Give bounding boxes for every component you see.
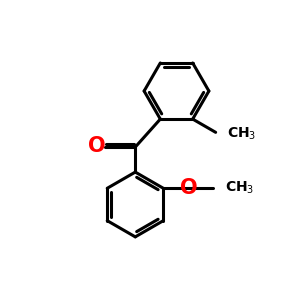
- Text: CH$_3$: CH$_3$: [227, 126, 256, 142]
- Text: O: O: [88, 136, 106, 157]
- Text: CH$_3$: CH$_3$: [225, 180, 254, 196]
- Text: O: O: [179, 178, 197, 198]
